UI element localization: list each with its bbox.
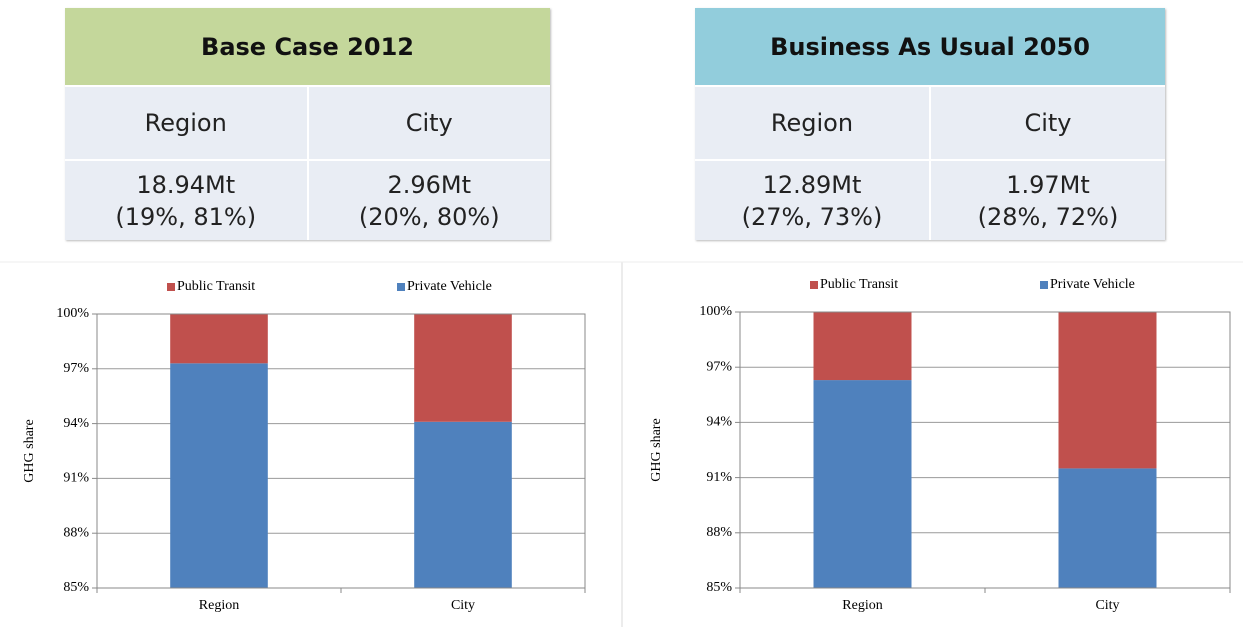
legend-label: Private Vehicle xyxy=(407,279,492,294)
y-tick-label: 97% xyxy=(63,361,89,376)
y-axis-label: GHG share xyxy=(22,419,37,482)
x-tick-label: City xyxy=(1095,598,1119,613)
table-title: Base Case 2012 xyxy=(65,8,550,85)
y-tick-label: 88% xyxy=(63,525,89,540)
table-row: Region City xyxy=(65,85,550,159)
total: 12.89Mt xyxy=(762,170,862,199)
bar-segment xyxy=(414,421,512,588)
bar-segment xyxy=(414,314,512,422)
total: 18.94Mt xyxy=(136,170,236,199)
y-tick-label: 97% xyxy=(706,359,732,374)
legend-label: Private Vehicle xyxy=(1050,277,1135,292)
y-tick-label: 94% xyxy=(63,416,89,431)
total: 1.97Mt xyxy=(1006,170,1090,199)
legend-label: Public Transit xyxy=(820,277,898,292)
bar-segment xyxy=(1058,312,1157,469)
legend-swatch xyxy=(397,283,405,291)
y-tick-label: 85% xyxy=(63,580,89,595)
y-axis-label: GHG share xyxy=(649,418,664,481)
column-header: City xyxy=(306,85,550,159)
legend-label: Public Transit xyxy=(177,279,255,294)
table-row: 12.89Mt (27%, 73%) 1.97Mt (28%, 72%) xyxy=(695,159,1165,240)
share: (19%, 81%) xyxy=(115,202,257,231)
bar-segment xyxy=(813,380,912,588)
bar-segment xyxy=(170,363,268,588)
x-tick-label: Region xyxy=(199,598,239,613)
legend-swatch xyxy=(167,283,175,291)
y-tick-label: 85% xyxy=(706,580,732,595)
y-tick-label: 88% xyxy=(706,525,732,540)
table-cell: 1.97Mt (28%, 72%) xyxy=(929,159,1165,240)
table: Base Case 2012 Region City 18.94Mt (19%, … xyxy=(65,8,550,240)
table: Business As Usual 2050 Region City 12.89… xyxy=(695,8,1165,240)
x-tick-label: City xyxy=(451,598,475,613)
table-cell: 18.94Mt (19%, 81%) xyxy=(65,159,307,240)
table-row: 18.94Mt (19%, 81%) 2.96Mt (20%, 80%) xyxy=(65,159,550,240)
x-tick-label: Region xyxy=(842,598,882,613)
table-cell: 2.96Mt (20%, 80%) xyxy=(306,159,550,240)
column-header: City xyxy=(929,85,1165,159)
share: (20%, 80%) xyxy=(358,202,500,231)
table-title: Business As Usual 2050 xyxy=(695,8,1165,85)
y-tick-label: 100% xyxy=(699,304,732,319)
plot-frame xyxy=(96,313,586,589)
bar-segment xyxy=(813,312,912,381)
table-row: Region City xyxy=(695,85,1165,159)
column-header: Region xyxy=(65,85,307,159)
table-cell: 12.89Mt (27%, 73%) xyxy=(695,159,929,240)
column-header: Region xyxy=(695,85,929,159)
share: (28%, 72%) xyxy=(977,202,1119,231)
y-tick-label: 100% xyxy=(56,306,89,321)
plot-frame xyxy=(739,311,1231,589)
y-tick-label: 94% xyxy=(706,415,732,430)
y-tick-label: 91% xyxy=(63,471,89,486)
legend-swatch xyxy=(810,281,818,289)
bar-segment xyxy=(1058,468,1157,588)
share: (27%, 73%) xyxy=(741,202,883,231)
y-tick-label: 91% xyxy=(706,470,732,485)
total: 2.96Mt xyxy=(387,170,472,199)
bar-segment xyxy=(170,314,268,364)
legend-swatch xyxy=(1040,281,1048,289)
